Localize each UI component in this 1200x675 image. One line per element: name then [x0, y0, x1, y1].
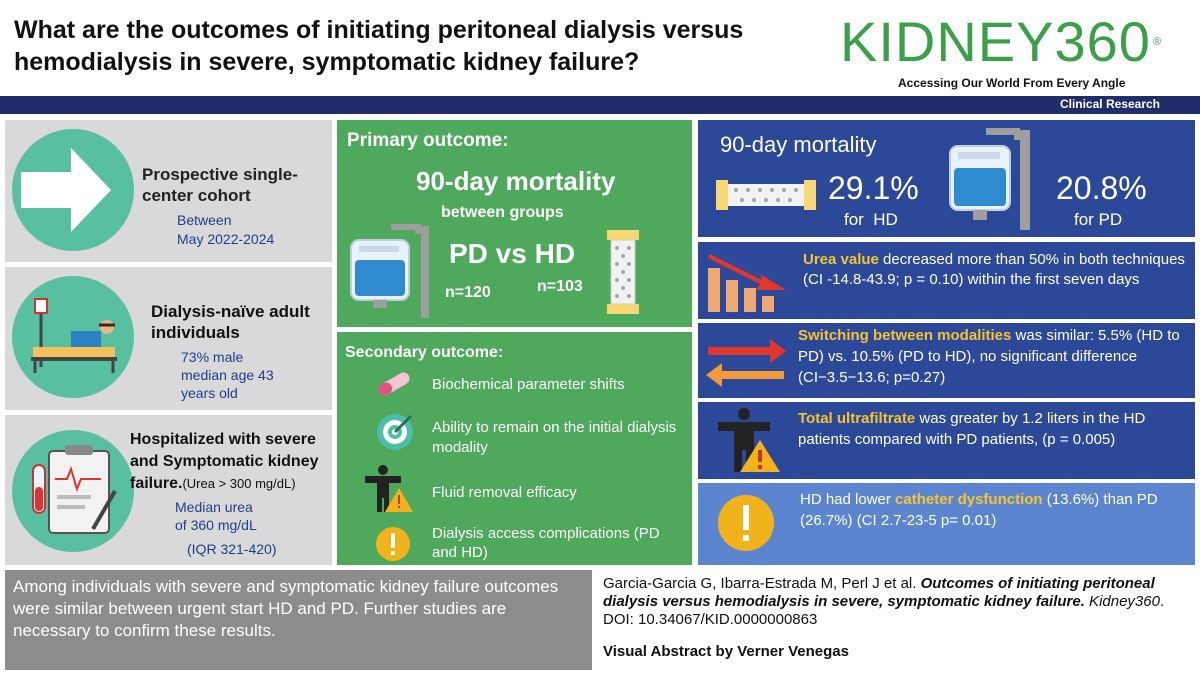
- primary-outcome-panel: Primary outcome: 90-day mortality betwee…: [337, 120, 692, 327]
- switching-finding-text: Switching between modalities was similar…: [798, 325, 1190, 388]
- cohort-title: Prospective single-center cohort: [142, 165, 298, 205]
- logo-mark: ®: [1152, 36, 1163, 48]
- population-line3: years old: [181, 385, 238, 401]
- fluid-person-icon: [365, 465, 413, 512]
- logo-text: KIDNEY360: [840, 10, 1151, 73]
- secondary-item-1: Biochemical parameter shifts: [432, 376, 625, 393]
- secondary-heading: Secondary outcome:: [345, 344, 504, 361]
- switching-highlight: Switching between modalities: [798, 327, 1012, 344]
- primary-sub: between groups: [441, 204, 564, 221]
- urea-finding-panel: Urea value decreased more than 50% in bo…: [698, 242, 1195, 319]
- patient-bed-icon: [12, 276, 134, 398]
- conclusion-text: Among individuals with severe and sympto…: [13, 577, 559, 640]
- category-bar: Clinical Research: [0, 96, 1200, 114]
- cohort-line1: Between: [177, 212, 232, 228]
- ultrafiltrate-finding-text: Total ultrafiltrate was greater by 1.2 l…: [798, 408, 1188, 450]
- catheter-detail: (13.6%) than PD (26.7%) (CI 2.7-23-5 p= …: [800, 491, 1158, 529]
- hospitalized-title-text: Hospitalized with severe and Symptomatic…: [130, 431, 319, 492]
- hd-mortality-value: 29.1%: [828, 170, 919, 206]
- fluid-overload-icon: [718, 408, 780, 472]
- citation-journal: Kidney360: [1084, 593, 1160, 610]
- catheter-finding-panel: HD had lower catheter dysfunction (13.6%…: [698, 483, 1195, 565]
- visual-abstract-credit: Visual Abstract by Verner Venegas: [603, 643, 849, 660]
- conclusion-panel: Among individuals with severe and sympto…: [5, 570, 592, 670]
- hospitalized-line1: Median urea: [175, 499, 253, 515]
- cohort-line2: May 2022-2024: [177, 231, 275, 247]
- mortality-heading: 90-day mortality: [720, 132, 877, 157]
- population-title: Dialysis-naïve adult individuals: [151, 302, 310, 342]
- urea-finding-text: Urea value decreased more than 50% in bo…: [803, 250, 1188, 290]
- switching-detail: was similar: 5.5% (HD to PD) vs. 10.5% (…: [798, 327, 1180, 386]
- n-pd: n=120: [445, 284, 491, 301]
- urea-highlight: Urea value: [803, 251, 879, 268]
- clipboard-icon: [12, 430, 134, 552]
- hospitalized-panel: Hospitalized with severe and Symptomatic…: [5, 415, 332, 565]
- ultrafiltrate-detail: was greater by 1.2 liters in the HD pati…: [798, 410, 1146, 448]
- population-line2: median age 43: [181, 367, 274, 383]
- pd-bag-icon-right: [949, 128, 1030, 230]
- warning-icon: [376, 527, 410, 561]
- primary-measure: 90-day mortality: [416, 166, 616, 196]
- tagline: Accessing Our World From Every Angle: [898, 76, 1126, 90]
- citation: Garcia-Garcia G, Ibarra-Estrada M, Perl …: [603, 575, 1193, 629]
- citation-doi: . DOI: 10.34067/KID.0000000863: [603, 593, 1165, 628]
- category-label: Clinical Research: [1059, 97, 1160, 111]
- secondary-outcome-panel: Secondary outcome: Biochemical parameter…: [337, 332, 692, 565]
- n-hd: n=103: [537, 278, 583, 295]
- hospitalized-title: Hospitalized with severe and Symptomatic…: [130, 429, 335, 495]
- catheter-highlight: catheter dysfunction: [895, 491, 1043, 508]
- pd-mortality-label: for PD: [1074, 210, 1123, 229]
- hospitalized-line2: of 360 mg/dL: [175, 517, 257, 533]
- population-line1: 73% male: [181, 349, 244, 365]
- urea-threshold: (Urea > 300 mg/dL): [182, 476, 296, 491]
- catheter-finding-text: HD had lower catheter dysfunction (13.6%…: [800, 489, 1185, 531]
- pd-mortality-value: 20.8%: [1056, 170, 1147, 206]
- urea-detail: decreased more than 50% in both techniqu…: [803, 251, 1185, 288]
- switch-arrows-icon: [706, 339, 786, 387]
- population-panel: Dialysis-naïve adult individuals 73% mal…: [5, 267, 332, 410]
- catheter-pre: HD had lower: [800, 491, 896, 508]
- journal-logo: KIDNEY360 ®: [840, 10, 1162, 74]
- arrow-icon: [12, 129, 134, 251]
- hospitalized-line3: (IQR 321-420): [187, 541, 277, 557]
- target-icon: [377, 414, 413, 450]
- switching-finding-panel: Switching between modalities was similar…: [698, 323, 1195, 398]
- dialyzer-icon: [607, 230, 639, 314]
- secondary-item-2: Ability to remain on the initial dialysi…: [432, 419, 677, 456]
- hd-dialyzer-icon: [716, 180, 816, 210]
- cohort-panel: Prospective single-center cohort Between…: [5, 120, 332, 262]
- primary-comparison: PD vs HD: [449, 238, 576, 269]
- ultrafiltrate-highlight: Total ultrafiltrate: [798, 410, 916, 427]
- citation-authors: Garcia-Garcia G, Ibarra-Estrada M, Perl …: [603, 575, 921, 592]
- declining-bars-icon: [708, 254, 786, 312]
- pd-bag-icon: [350, 224, 429, 318]
- citation-title: Outcomes of initiating peritoneal dialys…: [603, 575, 1155, 610]
- catheter-warning-icon: [718, 495, 774, 551]
- primary-heading: Primary outcome:: [347, 130, 509, 151]
- hd-mortality-label: for HD: [844, 210, 898, 229]
- secondary-item-3: Fluid removal efficacy: [432, 484, 577, 501]
- secondary-item-4: Dialysis access complications (PD and HD…: [432, 525, 660, 561]
- test-tube-icon: [378, 372, 410, 396]
- page-title: What are the outcomes of initiating peri…: [14, 16, 744, 76]
- mortality-panel: 90-day mortality 29.1% for HD 20.8% for …: [698, 120, 1195, 237]
- ultrafiltrate-finding-panel: Total ultrafiltrate was greater by 1.2 l…: [698, 402, 1195, 479]
